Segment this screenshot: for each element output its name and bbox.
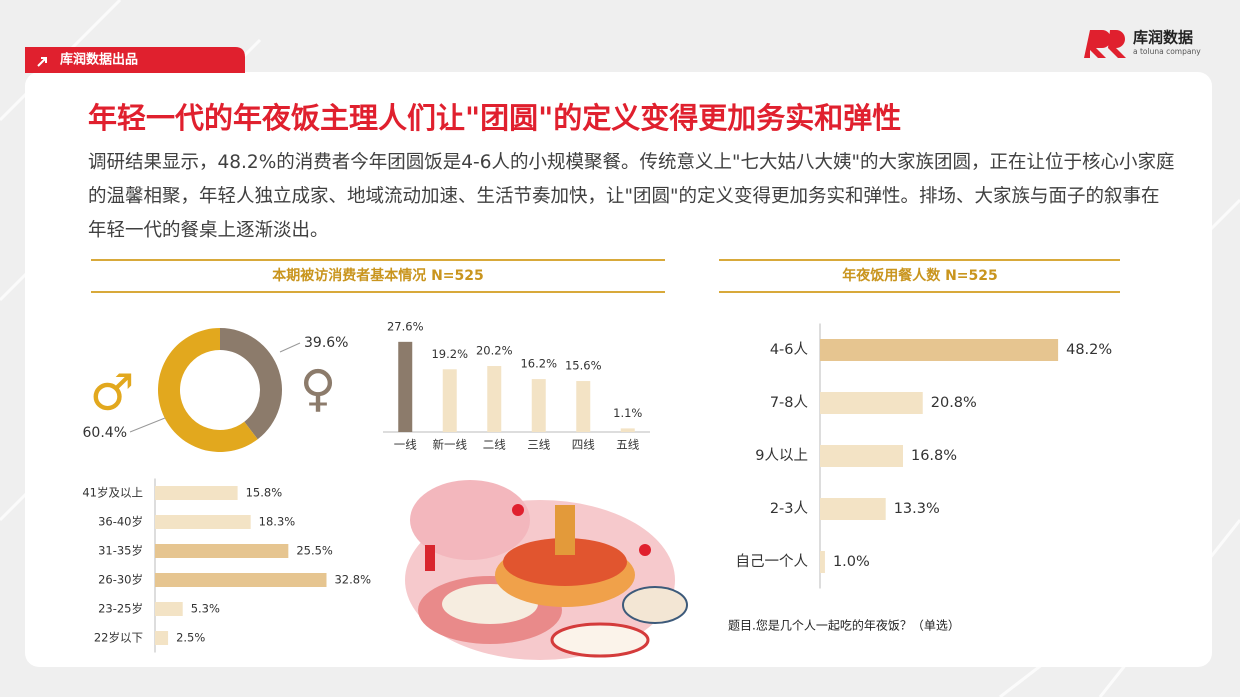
y-tick-label: 36-40岁 — [98, 515, 143, 529]
y-tick-label: 4-6人 — [770, 341, 808, 358]
value-label: 15.8% — [246, 486, 283, 500]
bar — [576, 381, 591, 432]
badge — [25, 47, 245, 73]
x-tick-label: 五线 — [616, 438, 639, 452]
y-tick-label: 31-35岁 — [98, 544, 143, 558]
logo-subtext: a toluna company — [1133, 47, 1201, 56]
value-label: 1.0% — [833, 554, 870, 570]
value-label: 32.8% — [334, 573, 371, 587]
y-tick-label: 23-25岁 — [98, 602, 143, 616]
value-label: 19.2% — [431, 347, 468, 361]
value-label: 18.3% — [259, 515, 296, 529]
bar — [155, 631, 169, 645]
x-tick-label: 新一线 — [433, 438, 468, 452]
bar — [620, 428, 635, 432]
bar — [155, 486, 238, 500]
value-label: 20.8% — [931, 395, 977, 411]
chart-note: 题目.您是几个人一起吃的年夜饭？（单选） — [728, 618, 960, 633]
card — [25, 72, 1212, 667]
legend-symbol: ♀ — [300, 360, 337, 418]
logo-text: 库润数据 — [1133, 29, 1193, 47]
bar — [155, 515, 251, 529]
leader-line — [279, 342, 301, 353]
bar — [820, 498, 886, 520]
bar — [442, 369, 457, 432]
bar — [155, 544, 289, 558]
donut-segment — [158, 328, 258, 453]
body-text: 调研结果显示，48.2%的消费者今年团圆饭是4-6人的小规模聚餐。传统意义上"七… — [88, 152, 1175, 241]
badge-arrow — [37, 57, 47, 67]
y-tick-label: 2-3人 — [770, 500, 808, 517]
leader-line — [129, 417, 166, 433]
bar — [820, 339, 1059, 361]
bar — [155, 602, 183, 616]
value-label: 5.3% — [191, 602, 220, 616]
value-label: 1.1% — [613, 406, 642, 420]
section-title: 年夜饭用餐人数 N=525 — [842, 267, 998, 284]
value-label: 16.8% — [911, 448, 957, 464]
badge-text: 库润数据出品 — [60, 52, 138, 68]
bar — [820, 445, 903, 467]
bar — [820, 392, 923, 414]
y-tick-label: 22岁以下 — [94, 631, 143, 645]
value-label: 13.3% — [894, 501, 940, 517]
legend-symbol: ♂ — [90, 364, 135, 422]
value-label: 16.2% — [520, 357, 557, 371]
logo-mark — [1084, 30, 1126, 58]
value-label: 48.2% — [1066, 342, 1112, 358]
value-label: 39.6% — [304, 335, 348, 351]
value-label: 60.4% — [83, 425, 127, 441]
bar — [398, 341, 413, 432]
value-label: 27.6% — [387, 319, 424, 333]
value-label: 2.5% — [176, 631, 205, 645]
value-label: 20.2% — [476, 344, 513, 358]
y-tick-label: 26-30岁 — [98, 573, 143, 587]
y-tick-label: 41岁及以上 — [82, 486, 143, 500]
value-label: 15.6% — [565, 359, 602, 373]
illustration — [405, 480, 688, 660]
x-tick-label: 三线 — [527, 438, 550, 452]
y-tick-label: 9人以上 — [755, 447, 808, 464]
bar — [531, 379, 546, 432]
bar — [487, 366, 502, 432]
x-tick-label: 一线 — [394, 438, 417, 452]
donut-segment — [220, 328, 282, 440]
y-tick-label: 7-8人 — [770, 394, 808, 411]
x-tick-label: 四线 — [572, 438, 595, 452]
y-tick-label: 自己一个人 — [736, 553, 809, 570]
x-tick-label: 二线 — [483, 438, 506, 452]
value-label: 25.5% — [296, 544, 333, 558]
page-title: 年轻一代的年夜饭主理人们让"团圆"的定义变得更加务实和弹性 — [88, 101, 902, 135]
bar — [820, 551, 825, 573]
bar — [155, 573, 327, 587]
section-title: 本期被访消费者基本情况 N=525 — [272, 267, 484, 284]
